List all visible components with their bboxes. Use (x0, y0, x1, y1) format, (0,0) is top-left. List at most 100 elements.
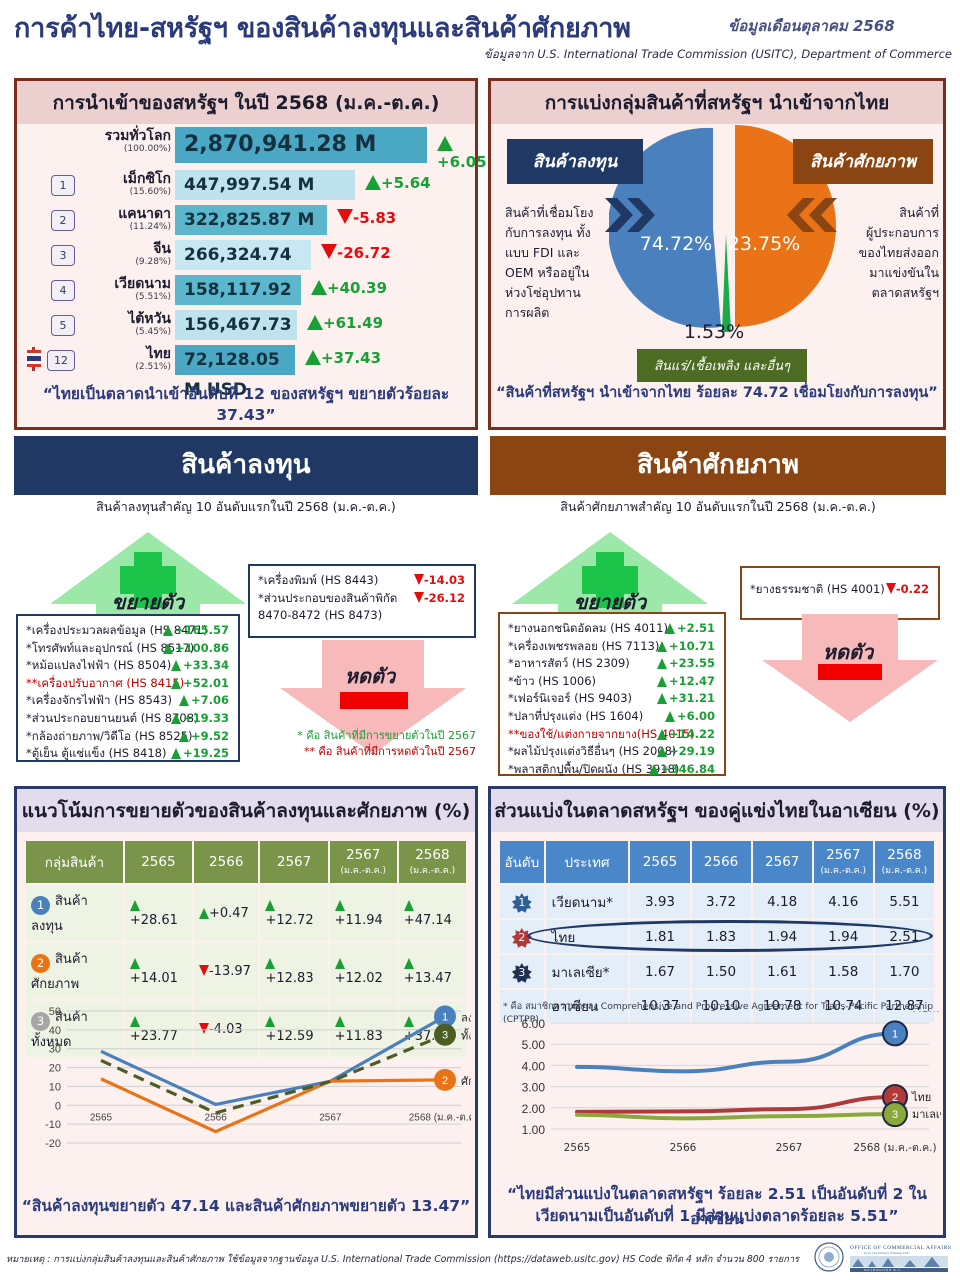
svg-text:1: 1 (442, 1011, 448, 1023)
product-item-name: *ยางธรรมชาติ (HS 4001) (750, 582, 885, 596)
rank-cell: 3 (500, 955, 544, 988)
triangle-up-icon (403, 1016, 414, 1027)
share-cell: 1.81 (630, 920, 690, 953)
import-growth-delta: +37.43 (305, 349, 381, 367)
triangle-up-icon (437, 136, 453, 151)
rank-badge: 1 (511, 893, 532, 913)
table-header-row: กลุ่มสินค้า 2565 2566 2567 2567 (ม.ค.-ต.ค.) 25… (26, 841, 466, 883)
share-cell: 3.72 (691, 885, 751, 918)
product-item-value: -14.03 (413, 572, 465, 590)
svg-text:2: 2 (442, 1075, 448, 1087)
product-item-value: +10.71 (656, 638, 715, 656)
pie-label-potential: 23.75% (727, 233, 801, 255)
product-item-row: *พลาสติกปูพื้น/ปิดผนัง (HS 3918) +346.84 (508, 761, 717, 779)
triangle-up-icon (334, 958, 345, 969)
column-header: 2566 (691, 841, 751, 883)
potential-shrink-arrow-icon (760, 612, 940, 728)
table-row: 1 สินค้าลงทุน +28.61 +0.47 +12.72 +11.94 +47.1… (26, 885, 466, 941)
growth-cell: +0.47 (193, 885, 259, 941)
growth-cell: +12.02 (329, 943, 397, 999)
product-item-row: *อาหารสัตว์ (HS 2309) +23.55 (508, 655, 717, 673)
product-item-name: *เครื่องพิมพ์ (HS 8443) (258, 573, 379, 587)
country-cell: มาเลเซีย* (545, 955, 629, 988)
import-country-label: แคนาดา (118, 206, 171, 222)
import-rank-badge: 1 (51, 175, 75, 196)
svg-text:1: 1 (892, 1028, 898, 1040)
import-value-bar: 322,825.87 M USD (175, 205, 327, 260)
share-title: ส่วนแบ่งในตลาดสหรัฐฯ ของคู่แข่งไทยในอาเซ… (491, 789, 943, 832)
product-item-row: *เครื่องจักรไฟฟ้า (HS 8543) +7.06 (26, 692, 231, 710)
table-row: 1 เวียดนาม* 3.93 3.72 4.18 4.16 5.51 (500, 885, 934, 918)
product-group-cell: 3 สินค้าทั้งหมด (26, 1001, 123, 1057)
product-item-value: +19.25 (170, 745, 229, 763)
import-growth-delta: +40.39 (311, 279, 387, 297)
potential-shrink-list: *ยางธรรมชาติ (HS 4001) -0.22 (740, 566, 940, 620)
rank-badge: 3 (511, 963, 532, 983)
product-split-quote: “สินค้าที่สหรัฐฯ นำเข้าจากไทย ร้อยละ 74.… (496, 385, 938, 401)
svg-text:10: 10 (49, 1081, 61, 1093)
svg-text:2565: 2565 (564, 1142, 591, 1154)
import-value-bar: 156,467.73 M USD (175, 310, 297, 365)
svg-text:30: 30 (49, 1044, 61, 1056)
us-imports-title: การนำเข้าของสหรัฐฯ ในปี 2568 (ม.ค.-ต.ค.) (17, 81, 475, 124)
potential-grow-list: *ยางนอกชนิดอัดลม (HS 4011) +2.51 *เครื่องเ… (498, 612, 726, 776)
import-country-share: (15.60%) (129, 187, 171, 197)
triangle-down-icon (413, 574, 424, 585)
product-item-value: +29.19 (656, 743, 715, 761)
right-chevron-icon (779, 196, 837, 238)
product-item-name: *โทรศัพท์และอุปกรณ์ (HS 8517) (26, 640, 195, 655)
column-header: 2567 (ม.ค.-ต.ค.) (329, 841, 397, 883)
triangle-up-icon (162, 642, 173, 654)
svg-text:2566: 2566 (205, 1112, 228, 1123)
product-item-name: *เครื่องประมวลผลข้อมูล (HS 8471) (26, 623, 208, 637)
triangle-up-icon (656, 693, 667, 705)
triangle-up-icon (198, 907, 209, 919)
growth-cell: -13.97 (193, 943, 259, 999)
rank-badge: 2 (31, 954, 50, 973)
product-item-row: *ส่วนประกอบของสินค้าพิกัด -26.12 (258, 590, 467, 608)
product-item-name: *อาหารสัตว์ (HS 2309) (508, 656, 630, 671)
product-item-row: *ผลไม้ปรุงแต่งวิธีอื่นๆ (HS 2008) +29.19 (508, 743, 717, 761)
product-item-value: +7.06 (178, 692, 229, 710)
share-quote-line2: เวียดนามเป็นอันดับที่ 1 มีส่วนแบ่งตลาดร้… (535, 1207, 899, 1225)
rank-cell: 2 (500, 920, 544, 953)
share-cell: 1.94 (752, 920, 812, 953)
import-value-bar: 158,117.92 M USD (175, 275, 301, 330)
triangle-up-icon (664, 710, 675, 722)
import-row: 5ไต้หวัน(5.45%)156,467.73 M USD+61.49 (17, 310, 475, 365)
product-item-row: *ตู้เย็น ตู้แช่แข็ง (HS 8418) +19.25 (26, 745, 231, 763)
triangle-up-icon (403, 958, 414, 969)
page-header: การค้าไทย-สหรัฐฯ ของสินค้าลงทุนและสินค้า… (0, 0, 960, 72)
left-chevron-icon (605, 196, 663, 238)
country-cell: อาเซียน (545, 990, 629, 1022)
potential-section-caption: สินค้าศักยภาพสำคัญ 10 อันดับแรกในปี 2568… (560, 499, 876, 514)
triangle-up-icon (170, 712, 181, 724)
column-header: 2565 (630, 841, 690, 883)
triangle-up-icon (178, 695, 189, 707)
svg-text:ศักยภาพ: ศักยภาพ (461, 1075, 471, 1088)
rank-cell: 1 (500, 885, 544, 918)
column-header: 2567 (752, 841, 812, 883)
product-item-row: *เครื่องเพชรพลอย (HS 7113) +10.71 (508, 638, 717, 656)
import-growth-delta: +5.64 (365, 174, 431, 192)
product-item-value: +19.33 (170, 710, 229, 728)
column-header: อันดับ (500, 841, 544, 883)
footer-note: หมายเหตุ : การแบ่งกลุ่มสินค้าลงทุนและสิน… (6, 1254, 800, 1265)
product-item-row: *โทรศัพท์และอุปกรณ์ (HS 8517) +100.86 (26, 640, 231, 658)
import-growth-delta: -5.83 (337, 209, 396, 227)
product-item-value: +31.21 (656, 690, 715, 708)
product-item-value: +2.51 (664, 620, 715, 638)
product-item-row: *ยางธรรมชาติ (HS 4001) -0.22 (750, 581, 931, 599)
product-item-value: -0.22 (885, 581, 929, 599)
growth-cell: +12.59 (260, 1001, 328, 1057)
import-country-label: เม็กซิโก (123, 171, 171, 187)
triangle-up-icon (311, 280, 327, 295)
trend-table: กลุ่มสินค้า 2565 2566 2567 2567 (ม.ค.-ต.ค.) 25… (24, 839, 468, 1059)
triangle-up-icon (129, 1016, 140, 1027)
product-item-name: 8470-8472 (HS 8473) (258, 608, 383, 623)
import-country-share: (11.24%) (129, 222, 171, 232)
investment-goods-desc: สินค้าที่เชื่อมโยง กับการลงทุน ทั้ง แบบ FD… (505, 205, 594, 320)
triangle-up-icon (664, 623, 675, 634)
oca-logo: OFFICE OF COMMERCIAL AFFAIRS Royal Thai … (812, 1240, 952, 1274)
